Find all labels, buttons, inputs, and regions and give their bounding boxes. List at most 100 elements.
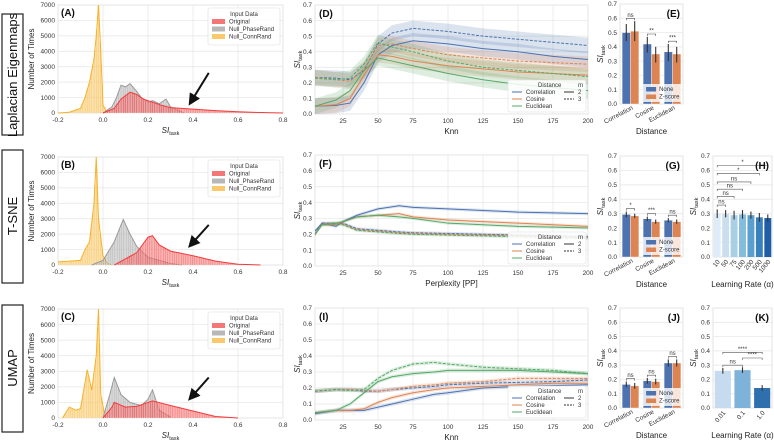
y-tick-label: 0.1 bbox=[608, 87, 617, 94]
x-tick-label: 0.6 bbox=[233, 269, 242, 276]
legend-title: Input Data bbox=[230, 164, 258, 170]
legend-swatch bbox=[212, 186, 225, 191]
hist-bar bbox=[162, 403, 165, 419]
confidence-band bbox=[315, 204, 588, 233]
panel-label: (C) bbox=[61, 312, 75, 323]
x-tick-label: 100 bbox=[443, 118, 454, 125]
hist-bar bbox=[183, 408, 186, 419]
bar-panel-k: 0.0 0.1 0.2 0.3 0.4 0.5 0.6 0.7 0.01 0.1 1.0 ns ****… bbox=[689, 305, 774, 440]
legend: None Z-score bbox=[643, 237, 682, 255]
bar-none bbox=[621, 384, 631, 409]
confidence-band bbox=[315, 20, 588, 88]
hist-bar bbox=[194, 411, 197, 419]
hist-bar bbox=[183, 108, 186, 114]
y-tick-label: 0.3 bbox=[303, 216, 312, 223]
significance-label: *** bbox=[669, 36, 677, 42]
hist-bar bbox=[178, 407, 181, 419]
hist-bar bbox=[198, 257, 201, 266]
hist-bar bbox=[68, 261, 71, 266]
significance-bracket bbox=[668, 40, 677, 44]
significance-bracket bbox=[716, 196, 735, 199]
bar bbox=[764, 218, 772, 257]
y-tick-label: 6000 bbox=[41, 322, 56, 329]
legend-entry: Cosine bbox=[526, 249, 545, 255]
line-euclidean-m2 bbox=[314, 369, 589, 414]
bar bbox=[739, 214, 746, 257]
kde-line bbox=[102, 91, 284, 114]
legend-m-title: m bbox=[578, 83, 583, 89]
arrow-annotation bbox=[188, 224, 210, 248]
legend-box bbox=[507, 79, 587, 113]
x-axis-label: SItask bbox=[162, 431, 180, 440]
y-axis-label: Number of Times bbox=[27, 333, 36, 394]
hist-bar bbox=[182, 408, 185, 419]
hist-bar bbox=[166, 249, 169, 266]
hist-bar bbox=[164, 248, 167, 266]
bar-none bbox=[621, 214, 631, 258]
axis-label-sub: task bbox=[298, 50, 304, 60]
axis-label-sub: task bbox=[169, 131, 179, 137]
hist-bar bbox=[94, 359, 97, 419]
y-tick-label: 0.0 bbox=[701, 254, 710, 261]
hist-bar bbox=[187, 254, 190, 266]
y-tick-label: 0.6 bbox=[701, 168, 710, 175]
legend-entry: Null_PhaseRand bbox=[229, 179, 274, 185]
x-tick-label: 0.01 bbox=[714, 409, 728, 423]
hist-bar bbox=[167, 107, 170, 114]
hist-bar bbox=[207, 259, 210, 266]
line-correlation-m3 bbox=[314, 379, 589, 392]
legend-m-title: m bbox=[578, 235, 583, 241]
hist-bar bbox=[146, 402, 149, 419]
hist-bar bbox=[69, 407, 72, 419]
hist-bar bbox=[178, 108, 181, 114]
axis-label-main: SI bbox=[162, 431, 170, 440]
confidence-band bbox=[315, 33, 588, 114]
kde-line bbox=[62, 308, 106, 419]
hist-bar bbox=[185, 108, 188, 114]
significance-label: ns bbox=[718, 200, 724, 206]
hist-bar bbox=[140, 404, 143, 419]
hist-bar bbox=[189, 108, 192, 114]
row-label-laplacian-eigenmaps: Laplacian Eigenmaps bbox=[1, 12, 24, 137]
y-tick-label: 0.7 bbox=[608, 1, 617, 8]
hist-bar bbox=[171, 107, 174, 114]
y-tick-label: 2000 bbox=[41, 231, 56, 238]
y-axis-label: SItask bbox=[596, 197, 607, 215]
x-tick-label: 125 bbox=[478, 424, 489, 431]
hist-bar bbox=[187, 108, 190, 114]
y-tick-label: 7000 bbox=[41, 306, 56, 313]
y-tick-label: 4000 bbox=[41, 48, 56, 55]
bar-panel-h: 0.00.10.20.30.40.50.60.71050751002005001… bbox=[689, 153, 774, 289]
significance-bracket bbox=[626, 17, 635, 21]
hist-bar bbox=[129, 406, 132, 419]
significance-label: *** bbox=[648, 208, 656, 214]
y-tick-label: 0.3 bbox=[608, 362, 617, 369]
y-tick-label: 0.5 bbox=[701, 182, 710, 189]
hist-bar bbox=[142, 242, 145, 266]
legend-entry: Original bbox=[229, 324, 250, 330]
hist-bar bbox=[131, 406, 134, 419]
axis-label-main: Perplexity [PP] bbox=[425, 279, 477, 288]
row-label-umap: UMAP bbox=[1, 304, 24, 433]
significance-label: ns bbox=[722, 191, 728, 197]
x-tick-label: -0.2 bbox=[52, 422, 64, 429]
significance-label: ns bbox=[669, 351, 675, 357]
axis-label-sub: task bbox=[601, 349, 607, 359]
y-tick-label: 0.5 bbox=[303, 337, 312, 344]
hist-bar bbox=[138, 96, 141, 114]
x-axis-label: Knn bbox=[444, 127, 458, 136]
legend-swatch bbox=[212, 338, 225, 343]
axis-label-main: SI bbox=[293, 364, 302, 372]
arrow-annotation bbox=[188, 376, 210, 401]
hist-bar bbox=[195, 256, 198, 266]
y-tick-label: 0.4 bbox=[701, 348, 710, 355]
hist-bar bbox=[200, 257, 203, 266]
significance-bracket bbox=[716, 181, 752, 184]
hist-bar bbox=[128, 92, 131, 114]
x-tick-label: 0.2 bbox=[143, 422, 152, 429]
hist-bar bbox=[92, 63, 95, 114]
hist-bar bbox=[200, 412, 203, 419]
